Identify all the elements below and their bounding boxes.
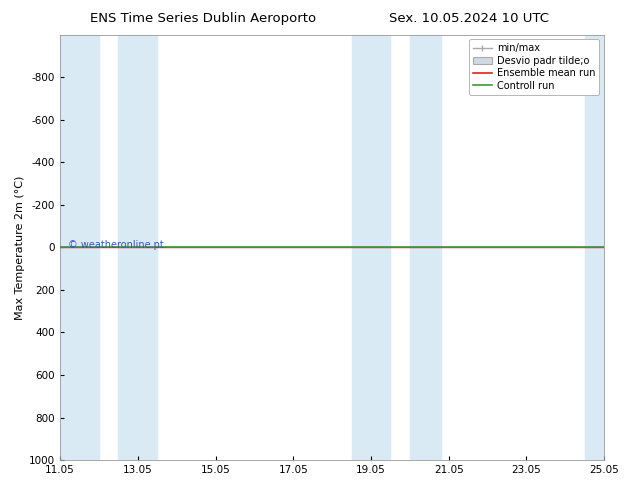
Bar	[410, 35, 441, 460]
Legend: min/max, Desvio padr tilde;o, Ensemble mean run, Controll run: min/max, Desvio padr tilde;o, Ensemble m…	[469, 40, 599, 95]
Text: © weatheronline.pt: © weatheronline.pt	[68, 240, 164, 250]
Text: ENS Time Series Dublin Aeroporto: ENS Time Series Dublin Aeroporto	[90, 12, 316, 25]
Bar	[352, 35, 391, 460]
Y-axis label: Max Temperature 2m (°C): Max Temperature 2m (°C)	[15, 175, 25, 319]
Bar	[119, 35, 157, 460]
Bar	[585, 35, 604, 460]
Text: Sex. 10.05.2024 10 UTC: Sex. 10.05.2024 10 UTC	[389, 12, 549, 25]
Bar	[60, 35, 99, 460]
